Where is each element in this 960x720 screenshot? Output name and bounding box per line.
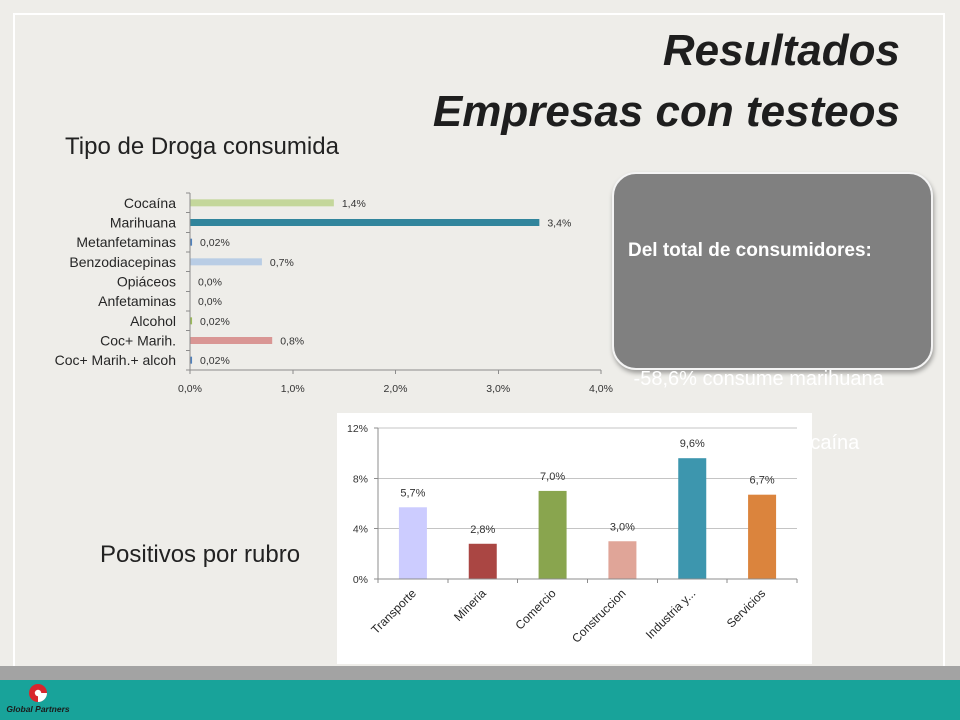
category-label: Coc+ Marih. xyxy=(100,333,176,349)
category-label: Benzodiacepinas xyxy=(69,254,176,270)
data-label: 3,0% xyxy=(610,521,635,533)
logo-mark-icon xyxy=(29,684,47,702)
consumers-summary-callout: Del total de consumidores: -58,6% consum… xyxy=(612,172,933,518)
bar xyxy=(678,458,707,579)
data-label: 0,02% xyxy=(200,316,230,328)
category-label: Coc+ Marih.+ alcoh xyxy=(55,352,176,368)
slide-title-line2: Empresas con testeos xyxy=(432,87,900,136)
y-tick-label: 12% xyxy=(347,423,368,435)
x-tick-label: 2,0% xyxy=(384,383,408,395)
category-label: Industria y... xyxy=(643,586,698,641)
slide-frame xyxy=(13,13,945,666)
bar xyxy=(190,337,273,344)
category-label: Opiáceos xyxy=(117,274,176,290)
data-label: 1,4% xyxy=(342,198,366,210)
bar xyxy=(190,258,262,266)
category-label: Mineria xyxy=(451,586,489,624)
bar xyxy=(190,199,334,207)
global-partners-logo: Global Partners xyxy=(6,681,70,717)
y-tick-label: 4% xyxy=(353,524,368,536)
footer-band xyxy=(0,680,960,720)
bar xyxy=(608,541,637,579)
bar xyxy=(468,543,497,579)
footer-strip xyxy=(0,666,960,680)
y-tick-label: 0% xyxy=(353,574,368,586)
slide-title-line1: Resultados xyxy=(662,26,900,75)
bar xyxy=(190,356,193,364)
drug-type-bar-chart: 0,0% 1,0% 2,0% 3,0% 4,0% Cocaína 1,4% Marihuana… xyxy=(55,192,613,395)
bar xyxy=(748,494,777,579)
category-label: Anfetaminas xyxy=(98,293,176,309)
data-label: 0,02% xyxy=(200,355,230,367)
logo-text: Global Partners xyxy=(6,704,70,714)
category-label: Metanfetaminas xyxy=(76,234,176,250)
bar xyxy=(538,490,567,579)
data-label: 0,0% xyxy=(198,277,222,289)
callout-line: -58,6% consume marihuana xyxy=(628,368,884,390)
bar xyxy=(398,507,427,579)
category-label: Transporte xyxy=(368,586,419,637)
category-label: Cocaína xyxy=(124,195,176,211)
data-label: 6,7% xyxy=(750,475,775,487)
data-label: 0,7% xyxy=(270,257,294,269)
x-tick-label: 1,0% xyxy=(281,383,305,395)
category-label: Servicios xyxy=(724,586,768,630)
category-label: Alcohol xyxy=(130,313,176,329)
category-label: Marihuana xyxy=(110,215,176,231)
callout-heading: Del total de consumidores: xyxy=(628,240,872,261)
category-label: Construccion xyxy=(569,586,628,645)
sector-chart-title: Positivos por rubro xyxy=(100,541,301,568)
positives-by-sector-bar-chart: 0% 4% 8% 12% 5,7% Transporte 2,8% Mineria 7,0% Co… xyxy=(347,423,798,646)
data-label: 3,4% xyxy=(547,218,571,230)
bar xyxy=(190,219,540,226)
data-label: 0,8% xyxy=(280,336,304,348)
category-label: Comercio xyxy=(512,586,558,632)
x-tick-label: 4,0% xyxy=(589,383,613,395)
sector-chart-panel: 0% 4% 8% 12% 5,7% Transporte 2,8% Mineria 7,0% Co… xyxy=(337,413,812,664)
bar xyxy=(190,238,193,246)
x-tick-label: 0,0% xyxy=(178,383,202,395)
data-label: 5,7% xyxy=(400,487,425,499)
drug-chart-title: Tipo de Droga consumida xyxy=(65,133,339,160)
data-label: 0,02% xyxy=(200,237,230,249)
data-label: 9,6% xyxy=(680,438,705,450)
data-label: 2,8% xyxy=(470,524,495,536)
x-tick-label: 3,0% xyxy=(486,383,510,395)
y-tick-label: 8% xyxy=(353,473,368,485)
callout-spacer xyxy=(628,301,884,329)
bar xyxy=(190,317,193,325)
data-label: 7,0% xyxy=(540,471,565,483)
data-label: 0,0% xyxy=(198,296,222,308)
